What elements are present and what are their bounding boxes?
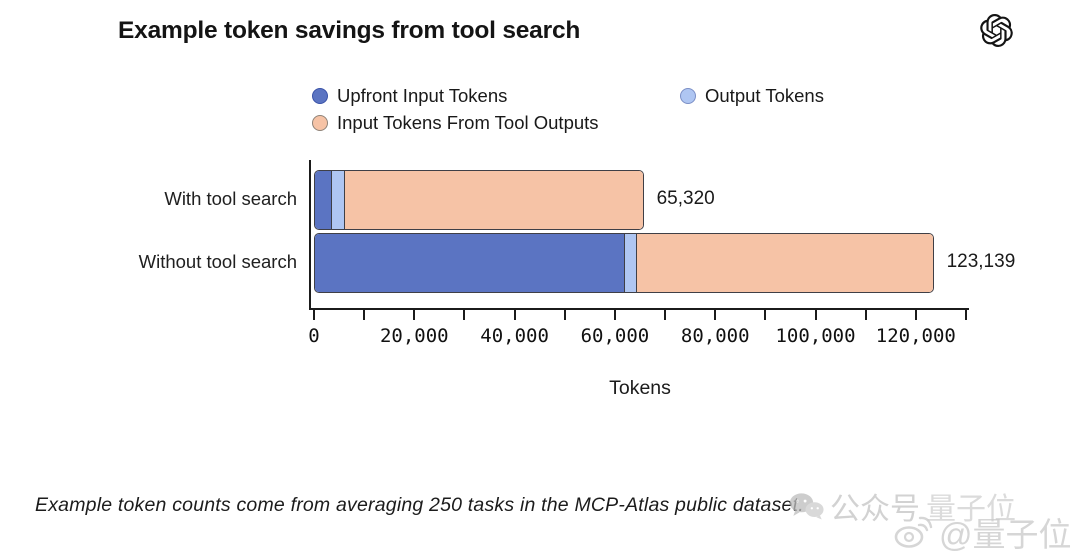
bar-segment <box>315 234 624 292</box>
legend-swatch-tool-outputs-icon <box>312 115 328 131</box>
x-axis-tick-label: 40,000 <box>480 325 549 347</box>
watermark-wechat-label: 公众号 <box>830 493 920 526</box>
x-axis-tick <box>513 310 516 320</box>
x-axis-tick <box>864 310 867 320</box>
bar-segment <box>315 171 332 229</box>
x-axis-tick <box>965 310 967 320</box>
stacked-bar <box>314 170 644 230</box>
chart-title: Example token savings from tool search <box>118 17 581 44</box>
x-axis-tick-label: 0 <box>308 325 320 347</box>
watermark-weibo-label: @量子位 <box>939 516 1072 553</box>
legend-label: Input Tokens From Tool Outputs <box>337 112 599 133</box>
category-label: With tool search <box>164 188 297 209</box>
x-axis-title: Tokens <box>609 377 671 399</box>
legend-item-tool-outputs: Input Tokens From Tool Outputs <box>312 111 680 135</box>
bar-segment <box>331 171 345 229</box>
x-axis-tick-label: 120,000 <box>875 325 956 347</box>
x-axis-tick <box>714 310 717 320</box>
x-axis-tick-label: 80,000 <box>680 325 750 347</box>
watermark-wechat: 公众号 量子位 <box>788 484 1016 528</box>
footnote: Example token counts come from averaging… <box>35 494 804 516</box>
stacked-bar <box>314 233 934 293</box>
bar-total-label: 65,320 <box>656 188 715 209</box>
bar-total-label: 123,139 <box>946 251 1016 272</box>
x-axis-tick <box>563 310 566 320</box>
x-axis-tick <box>613 310 616 320</box>
wechat-icon <box>789 493 824 520</box>
bar-segment <box>344 171 643 229</box>
x-axis-tick-label: 100,000 <box>775 325 856 347</box>
legend-item-upfront-input-tokens: Upfront Input Tokens <box>312 84 680 108</box>
x-axis-tick <box>363 310 366 320</box>
legend: Upfront Input Tokens Output Tokens Input… <box>312 84 824 135</box>
x-axis-tick <box>914 310 917 320</box>
x-axis-tick <box>814 310 817 320</box>
x-axis-tick-label: 60,000 <box>580 325 650 347</box>
x-axis-tick <box>313 310 315 320</box>
x-axis-line <box>309 308 969 310</box>
bar-segment <box>635 234 933 292</box>
openai-logo-icon <box>980 14 1013 48</box>
x-axis-tick <box>413 310 416 320</box>
legend-swatch-output-icon <box>680 88 696 104</box>
watermark-weibo: @量子位 <box>893 508 1072 556</box>
x-axis-tick <box>463 310 466 320</box>
category-label: Without tool search <box>138 251 297 272</box>
x-axis-tick-label: 20,000 <box>379 325 449 347</box>
weibo-icon <box>894 516 933 548</box>
legend-item-output-tokens: Output Tokens <box>680 84 824 108</box>
legend-label: Upfront Input Tokens <box>337 85 508 106</box>
legend-swatch-upfront-icon <box>312 88 328 104</box>
y-axis-line <box>309 160 311 310</box>
x-axis-tick <box>764 310 767 320</box>
bar-segment <box>623 234 636 292</box>
x-axis-tick <box>664 310 667 320</box>
legend-label: Output Tokens <box>705 85 824 106</box>
watermark-brand: 量子位 <box>926 493 1016 526</box>
